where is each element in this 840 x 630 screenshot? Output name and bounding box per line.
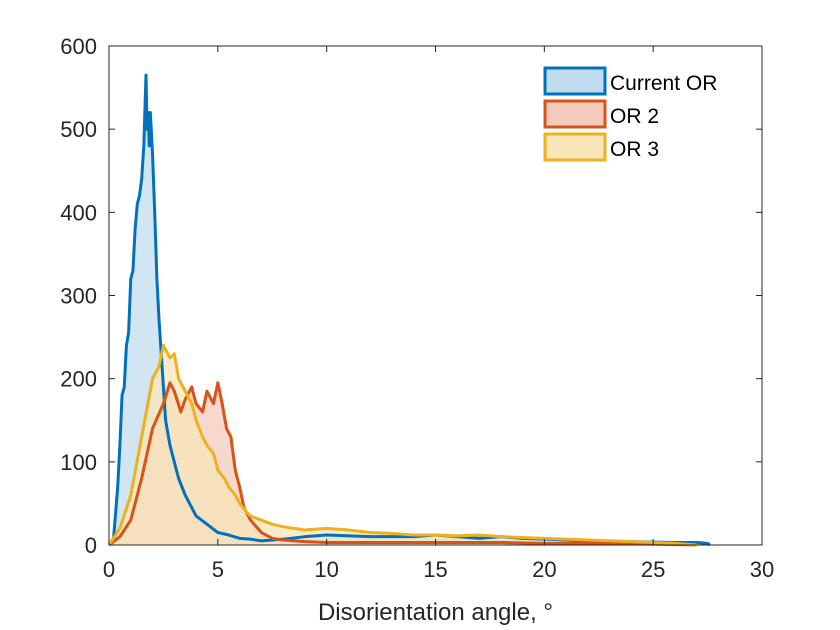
y-tick-label: 500 — [60, 117, 97, 142]
x-axis-label: Disorientation angle, ° — [318, 599, 553, 626]
y-tick-label: 600 — [60, 34, 97, 59]
legend: Current OR OR 2 OR 3 — [543, 66, 717, 162]
series-lines — [107, 73, 711, 547]
x-tick-label: 20 — [532, 557, 556, 582]
x-tick-label: 15 — [423, 557, 447, 582]
legend-swatch-3 — [543, 132, 607, 162]
y-tick-label: 400 — [60, 200, 97, 225]
series-areas — [109, 75, 710, 546]
x-tick-label: 5 — [212, 557, 224, 582]
x-tick-label: 10 — [314, 557, 338, 582]
legend-label-2: OR 2 — [610, 105, 659, 128]
series-line-2 — [108, 381, 697, 547]
legend-swatch-1 — [543, 66, 607, 96]
legend-swatch-2 — [543, 99, 607, 129]
y-tick-label: 0 — [85, 533, 97, 558]
y-tick-label: 100 — [60, 450, 97, 475]
series-area-3 — [109, 345, 697, 545]
x-tick-label: 30 — [750, 557, 774, 582]
legend-label-1: Current OR — [610, 72, 717, 95]
y-tick-label: 300 — [60, 284, 97, 309]
x-tick-label: 25 — [641, 557, 665, 582]
legend-label-3: OR 3 — [610, 138, 659, 161]
x-tick-label: 0 — [103, 557, 115, 582]
y-tick-label: 200 — [60, 367, 97, 392]
series-line-1 — [107, 73, 711, 547]
series-line-3 — [107, 343, 697, 547]
